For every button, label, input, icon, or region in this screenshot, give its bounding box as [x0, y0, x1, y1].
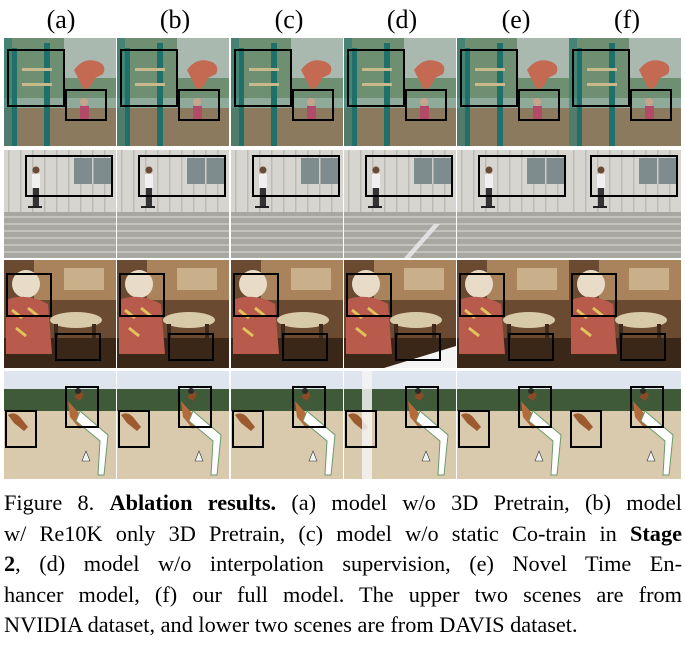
figure-label: Figure 8. — [4, 490, 95, 515]
caption-title: Ablation results. — [109, 490, 277, 515]
caption-line-5: NVIDIA dataset, and lower two scenes are… — [4, 612, 578, 637]
result-image-skateboarder-building-a — [4, 150, 116, 258]
result-image-skateboarder-building-c — [231, 150, 343, 258]
result-image-playground-dinosaur-e — [457, 38, 569, 146]
result-image-restaurant-person-f — [569, 260, 681, 368]
result-image-playground-dinosaur-b — [117, 38, 229, 146]
result-image-horse-jump-e — [457, 371, 569, 479]
column-label-f: (f) — [614, 5, 640, 34]
column-label-a: (a) — [46, 5, 76, 34]
column-label-d: (d) — [386, 5, 418, 34]
column-label-e: (e) — [501, 5, 531, 34]
result-image-playground-dinosaur-f — [569, 38, 681, 146]
result-image-restaurant-person-c — [231, 260, 343, 368]
caption-line-4: hancer model, (f) our full model. The up… — [4, 581, 682, 607]
caption-bold-2: 2 — [4, 551, 16, 576]
result-image-horse-jump-f — [569, 371, 681, 479]
result-image-skateboarder-building-f — [569, 150, 681, 258]
column-label-b: (b) — [159, 5, 191, 34]
column-labels: (a) (b) (c) (d) (e) (f) — [0, 2, 685, 38]
result-image-restaurant-person-d — [344, 260, 456, 368]
result-image-horse-jump-d — [344, 371, 456, 479]
result-image-playground-dinosaur-a — [4, 38, 116, 146]
result-image-restaurant-person-e — [457, 260, 569, 368]
result-image-skateboarder-building-d — [344, 150, 456, 258]
caption-line-2: w/ Re10K only 3D Pretrain, (c) model w/o… — [4, 520, 617, 546]
caption-line-3: , (d) model w/o interpolation supervisio… — [15, 551, 682, 576]
figure-caption: Figure 8. Ablation results. (a) model w/… — [4, 488, 682, 641]
result-image-skateboarder-building-b — [117, 150, 229, 258]
result-image-horse-jump-c — [231, 371, 343, 479]
column-label-c: (c) — [274, 5, 304, 34]
result-image-skateboarder-building-e — [457, 150, 569, 258]
result-image-playground-dinosaur-c — [231, 38, 343, 146]
caption-line-1: (a) model w/o 3D Pretrain, (b) model — [291, 490, 682, 515]
result-image-horse-jump-a — [4, 371, 116, 479]
result-image-playground-dinosaur-d — [344, 38, 456, 146]
result-image-restaurant-person-b — [117, 260, 229, 368]
ablation-image-grid — [0, 38, 685, 482]
result-image-restaurant-person-a — [4, 260, 116, 368]
result-image-horse-jump-b — [117, 371, 229, 479]
caption-bold-stage: Stage — [629, 520, 682, 546]
